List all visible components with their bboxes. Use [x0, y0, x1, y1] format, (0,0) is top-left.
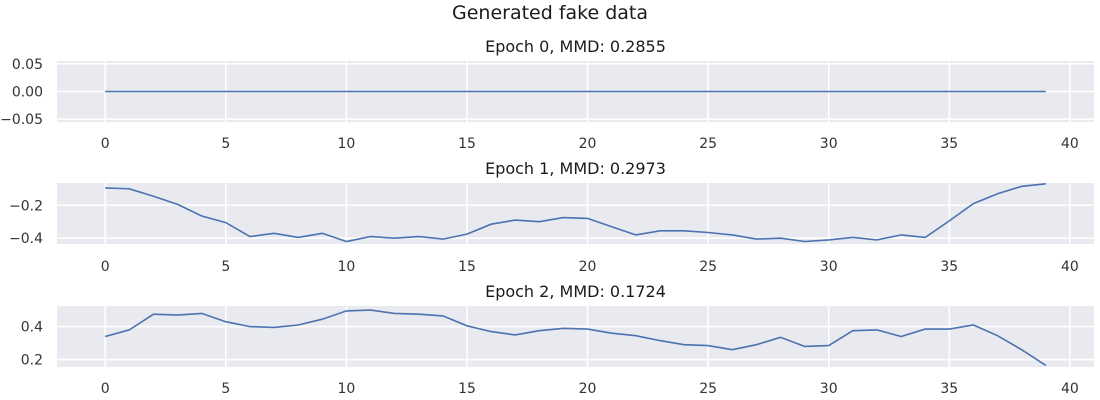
x-tick-label: 5: [221, 136, 230, 152]
x-tick-label: 40: [1061, 259, 1079, 275]
x-tick-label: 20: [579, 259, 597, 275]
x-tick-label: 10: [337, 136, 355, 152]
y-tick-label: −0.4: [9, 231, 43, 247]
x-tick-label: 20: [579, 381, 597, 397]
x-tick-label: 20: [579, 136, 597, 152]
x-tick-label: 25: [699, 259, 717, 275]
y-tick-label: −0.05: [0, 112, 43, 128]
x-tick-label: 15: [458, 136, 476, 152]
x-tick-label: 25: [699, 381, 717, 397]
x-tick-label: 10: [337, 381, 355, 397]
x-tick-label: 35: [940, 381, 958, 397]
x-tick-label: 35: [940, 136, 958, 152]
x-tick-label: 25: [699, 136, 717, 152]
x-tick-label: 40: [1061, 136, 1079, 152]
subplot-2: Epoch 2, MMD: 0.1724 0 5 10 15 20 25 30 35 40 0.4 0…: [21, 282, 1094, 397]
plot-area: [57, 306, 1094, 367]
subplot-panels: Epoch 0, MMD: 0.2855 0 5 10 15 20 25 30 35 40 0.05…: [0, 37, 1094, 397]
x-tick-label: 0: [101, 259, 110, 275]
x-tick-label: 30: [820, 381, 838, 397]
x-tick-label: 0: [101, 381, 110, 397]
series-line: [104, 309, 1047, 367]
subplot-title: Epoch 0, MMD: 0.2855: [485, 37, 666, 56]
x-tick-label: 40: [1061, 381, 1079, 397]
subplot-title: Epoch 2, MMD: 0.1724: [485, 282, 666, 301]
x-tick-label: 35: [940, 259, 958, 275]
y-tick-label: 0.05: [12, 57, 43, 73]
y-tick-label: 0.2: [21, 353, 43, 369]
x-tick-label: 30: [820, 259, 838, 275]
x-tick-label: 0: [101, 136, 110, 152]
x-tick-label: 10: [337, 259, 355, 275]
y-tick-label: 0.4: [21, 320, 43, 336]
x-tick-label: 5: [221, 259, 230, 275]
x-tick-label: 15: [458, 259, 476, 275]
x-tick-label: 5: [221, 381, 230, 397]
figure-title: Generated fake data: [452, 2, 648, 24]
subplot-title: Epoch 1, MMD: 0.2973: [485, 159, 666, 178]
subplot-0: Epoch 0, MMD: 0.2855 0 5 10 15 20 25 30 35 40 0.05…: [0, 37, 1094, 152]
x-tick-label: 30: [820, 136, 838, 152]
x-tick-label: 15: [458, 381, 476, 397]
plot-area: [57, 183, 1094, 244]
series-line: [105, 183, 1046, 243]
y-tick-label: −0.2: [9, 198, 43, 214]
subplot-1: Epoch 1, MMD: 0.2973 0 5 10 15 20 25 30 35 40 −0.2…: [9, 159, 1094, 275]
y-tick-label: 0.00: [12, 85, 43, 101]
